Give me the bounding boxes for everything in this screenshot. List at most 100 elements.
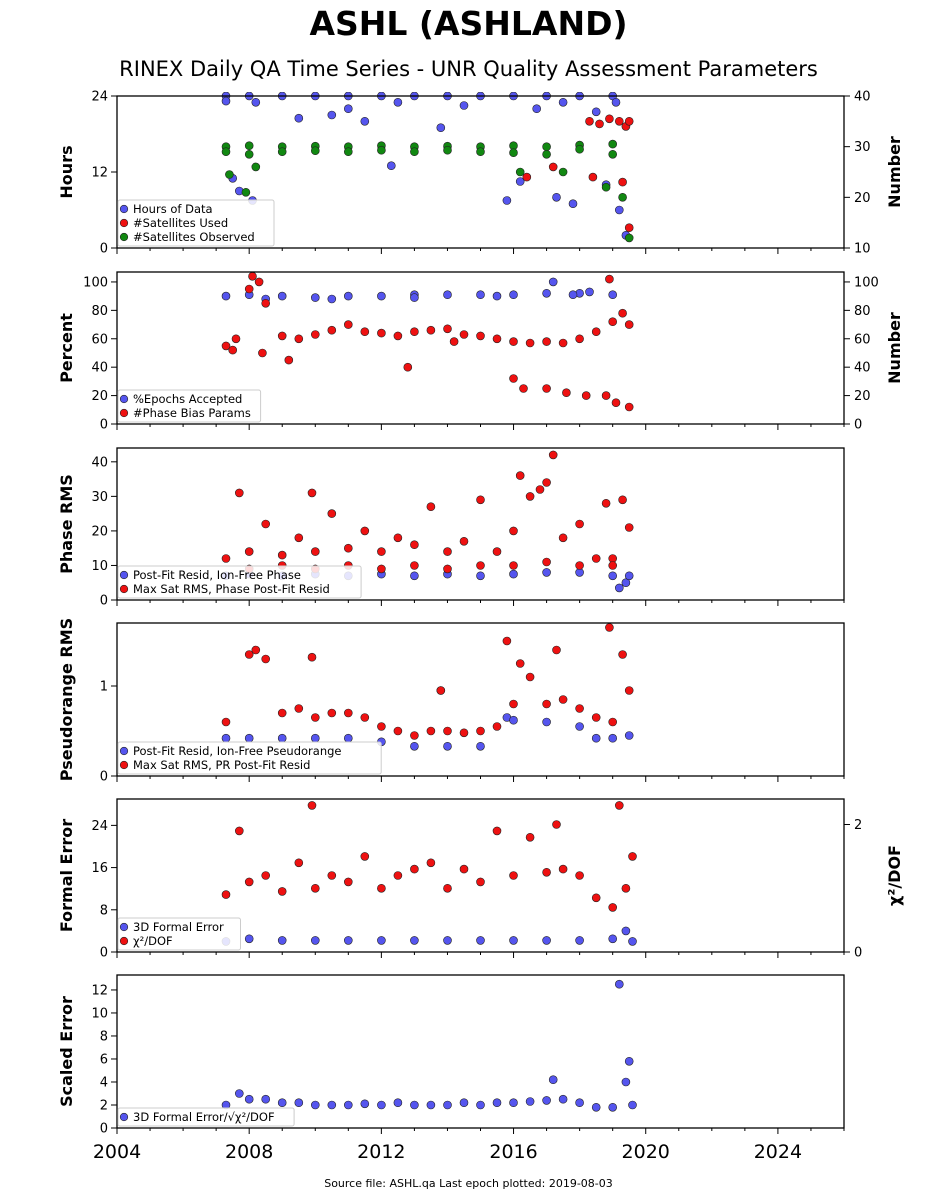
series-0-point-14 [608,733,618,743]
series-0-point-9 [509,936,518,945]
series-0-point-8 [476,571,485,581]
series-0-point-12 [410,1100,419,1110]
series-1-point-18 [492,547,502,556]
panel-3: 0 10 20 30 40 Phase RMS Post-Fit Resid, Ion-Fr… [57,447,845,609]
series-1-point-10 [360,526,370,536]
y-tick-label: 20 [91,389,108,404]
series-1-point-36 [377,564,386,574]
series-0-point-13 [426,1100,436,1110]
series-0-point-19 [393,98,403,107]
series-1-point-29 [605,623,614,632]
series-1-point-4 [254,277,264,287]
series-0-point-4 [343,291,353,301]
series-0-point-7 [443,936,452,945]
y-tick-label: 60 [91,332,108,347]
series-1-point-8 [310,330,320,339]
y-axis-label: Formal Error [57,819,76,932]
series-1-point-41 [624,402,634,412]
series-0-point-20 [436,123,446,132]
series-1-point-2 [244,877,254,887]
series-2-point-18 [377,145,386,155]
series-0-point-12 [608,571,618,581]
series-1-point-17 [459,728,469,738]
series-1-point-1 [244,650,254,659]
series-0-point-2 [277,733,287,743]
panel-5-points [221,801,637,946]
y-tick-label: 8 [100,903,108,918]
series-1-point-20 [515,471,525,480]
series-1-point-22 [552,820,561,829]
series-1-point-23 [558,338,568,348]
chart-subtitle: RINEX Daily QA Time Series - UNR Quality… [119,57,818,81]
series-0-point-31 [515,177,525,186]
series-0-point-8 [343,1100,353,1110]
series-2-point-13 [221,147,231,156]
series-1-point-3 [248,271,257,281]
series-1-point-39 [601,391,611,400]
y-axis-label: Hours [57,145,76,198]
series-2-point-29 [515,167,525,177]
series-0-point-11 [575,936,584,945]
series-0-point-28 [624,1057,634,1066]
series-1-point-10 [343,320,353,329]
series-1-point-26 [575,519,584,529]
series-1-point-2 [244,284,254,294]
series-0-point-3 [310,293,320,302]
y-right-tick-label: 40 [854,361,871,376]
legend-entry: Post-Fit Resid, Ion-Free Phase [133,568,301,582]
y-right-tick-label: 80 [854,304,871,319]
series-0-point-9 [509,569,518,579]
series-0-point-3 [310,733,320,743]
series-2-point-32 [618,193,627,202]
series-0-point-23 [558,98,568,107]
y-tick-label: 4 [100,1075,108,1090]
series-1-point-26 [558,695,568,704]
series-1-point-23 [542,478,551,487]
series-1-point-38 [443,564,452,574]
series-0-point-32 [552,193,561,202]
series-1-point-5 [261,298,271,308]
series-1-point-17 [476,495,485,505]
series-1-point-19 [492,722,502,731]
series-1-point-27 [614,801,624,810]
legend: Hours of Data#Satellites Used#Satellites… [117,199,275,247]
series-0-point-6 [410,571,419,581]
legend-marker [119,204,129,214]
series-1-point-17 [476,877,485,887]
series-1-point-18 [476,331,485,341]
y-right-tick-label: 10 [854,242,871,257]
legend-entry: Post-Fit Resid, Ion-Free Pseudorange [133,744,341,758]
series-1-point-14 [426,726,436,736]
series-2-point-19 [410,147,419,156]
series-0-point-0 [221,733,231,743]
legend-entry: #Satellites Used [133,216,228,230]
series-0-point-1 [244,733,254,743]
series-0-point-10 [509,715,518,725]
series-1-point-7 [294,334,304,344]
legend-marker [119,232,129,242]
series-0-point-12 [575,722,584,731]
legend-entry: Max Sat RMS, Phase Post-Fit Resid [133,582,330,596]
series-0-point-17 [492,1098,502,1107]
series-1-point-10 [360,852,370,861]
series-1-point-17 [459,330,469,339]
series-0-point-13 [621,926,631,936]
series-1-point-7 [548,162,558,172]
panel-6: 2004 2008 2012 2016 2020 2024 0 2 4 6 8 10 12 Scaled … [57,974,845,1163]
y-tick-label: 12 [91,983,108,998]
series-1-point-12 [377,328,386,338]
series-1-point-11 [377,722,386,731]
series-1-point-12 [393,533,403,543]
y-tick-label: 20 [91,524,108,539]
legend-box [117,1107,295,1127]
series-0-point-11 [393,1098,403,1107]
series-0-point-24 [591,1103,601,1112]
series-0-point-10 [542,936,551,945]
series-0-point-26 [614,979,624,989]
y-right-axis-label: Number [885,312,904,384]
series-1-point-19 [509,526,518,536]
series-0-point-18 [509,1098,518,1107]
series-1-point-32 [403,362,413,372]
series-0-point-5 [294,1098,304,1107]
series-2-point-1 [244,141,254,150]
